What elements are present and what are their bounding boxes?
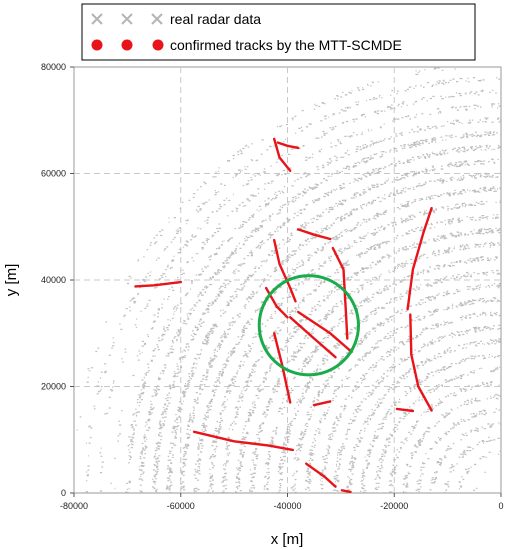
- legend: real radar data confirmed tracks by the …: [81, 3, 476, 61]
- confirmed-track: [297, 310, 353, 354]
- confirmed-track: [273, 332, 292, 404]
- x-tick-label: -80000: [60, 501, 88, 511]
- y-axis-ticks: 0 20000 40000 60000 80000: [41, 62, 74, 498]
- confirmed-track: [273, 137, 292, 173]
- y-axis-title: y [m]: [3, 264, 20, 297]
- legend-label-tracks: confirmed tracks by the MTT-SCMDE: [170, 37, 402, 53]
- radar-clutter-points: [76, 67, 501, 493]
- legend-markers-radar: [91, 13, 163, 25]
- legend-label-radar: real radar data: [170, 11, 261, 27]
- highlight-circle: [257, 274, 360, 377]
- radar-data-points: [76, 67, 501, 493]
- confirmed-track: [406, 206, 433, 311]
- confirmed-tracks: [134, 137, 433, 493]
- legend-box: [81, 3, 476, 61]
- x-axis-title: x [m]: [271, 531, 304, 548]
- y-tick-label: 60000: [41, 169, 66, 179]
- confirmed-track: [340, 489, 352, 493]
- confirmed-track: [331, 246, 349, 340]
- x-tick-label: -40000: [273, 501, 301, 511]
- confirmed-track: [297, 228, 332, 241]
- x-tick-label: -20000: [380, 501, 408, 511]
- confirmed-track: [134, 280, 183, 288]
- confirmed-track: [276, 141, 300, 150]
- legend-markers-tracks: [91, 39, 164, 51]
- y-tick-label: 40000: [41, 275, 66, 285]
- x-axis-ticks: -80000 -60000 -40000 -20000 0: [60, 493, 504, 511]
- confirmed-track: [305, 462, 337, 488]
- confirmed-track: [409, 313, 433, 412]
- y-tick-label: 80000: [41, 62, 66, 72]
- x-tick-label: 0: [498, 501, 503, 511]
- highlight-annotation: [257, 274, 360, 377]
- confirmed-track: [313, 400, 332, 407]
- confirmed-track: [192, 430, 294, 452]
- y-tick-label: 20000: [41, 382, 66, 392]
- confirmed-track: [273, 238, 297, 303]
- confirmed-track: [395, 407, 415, 413]
- confirmed-track: [289, 316, 337, 359]
- x-tick-label: -60000: [167, 501, 195, 511]
- y-tick-label: 0: [61, 488, 66, 498]
